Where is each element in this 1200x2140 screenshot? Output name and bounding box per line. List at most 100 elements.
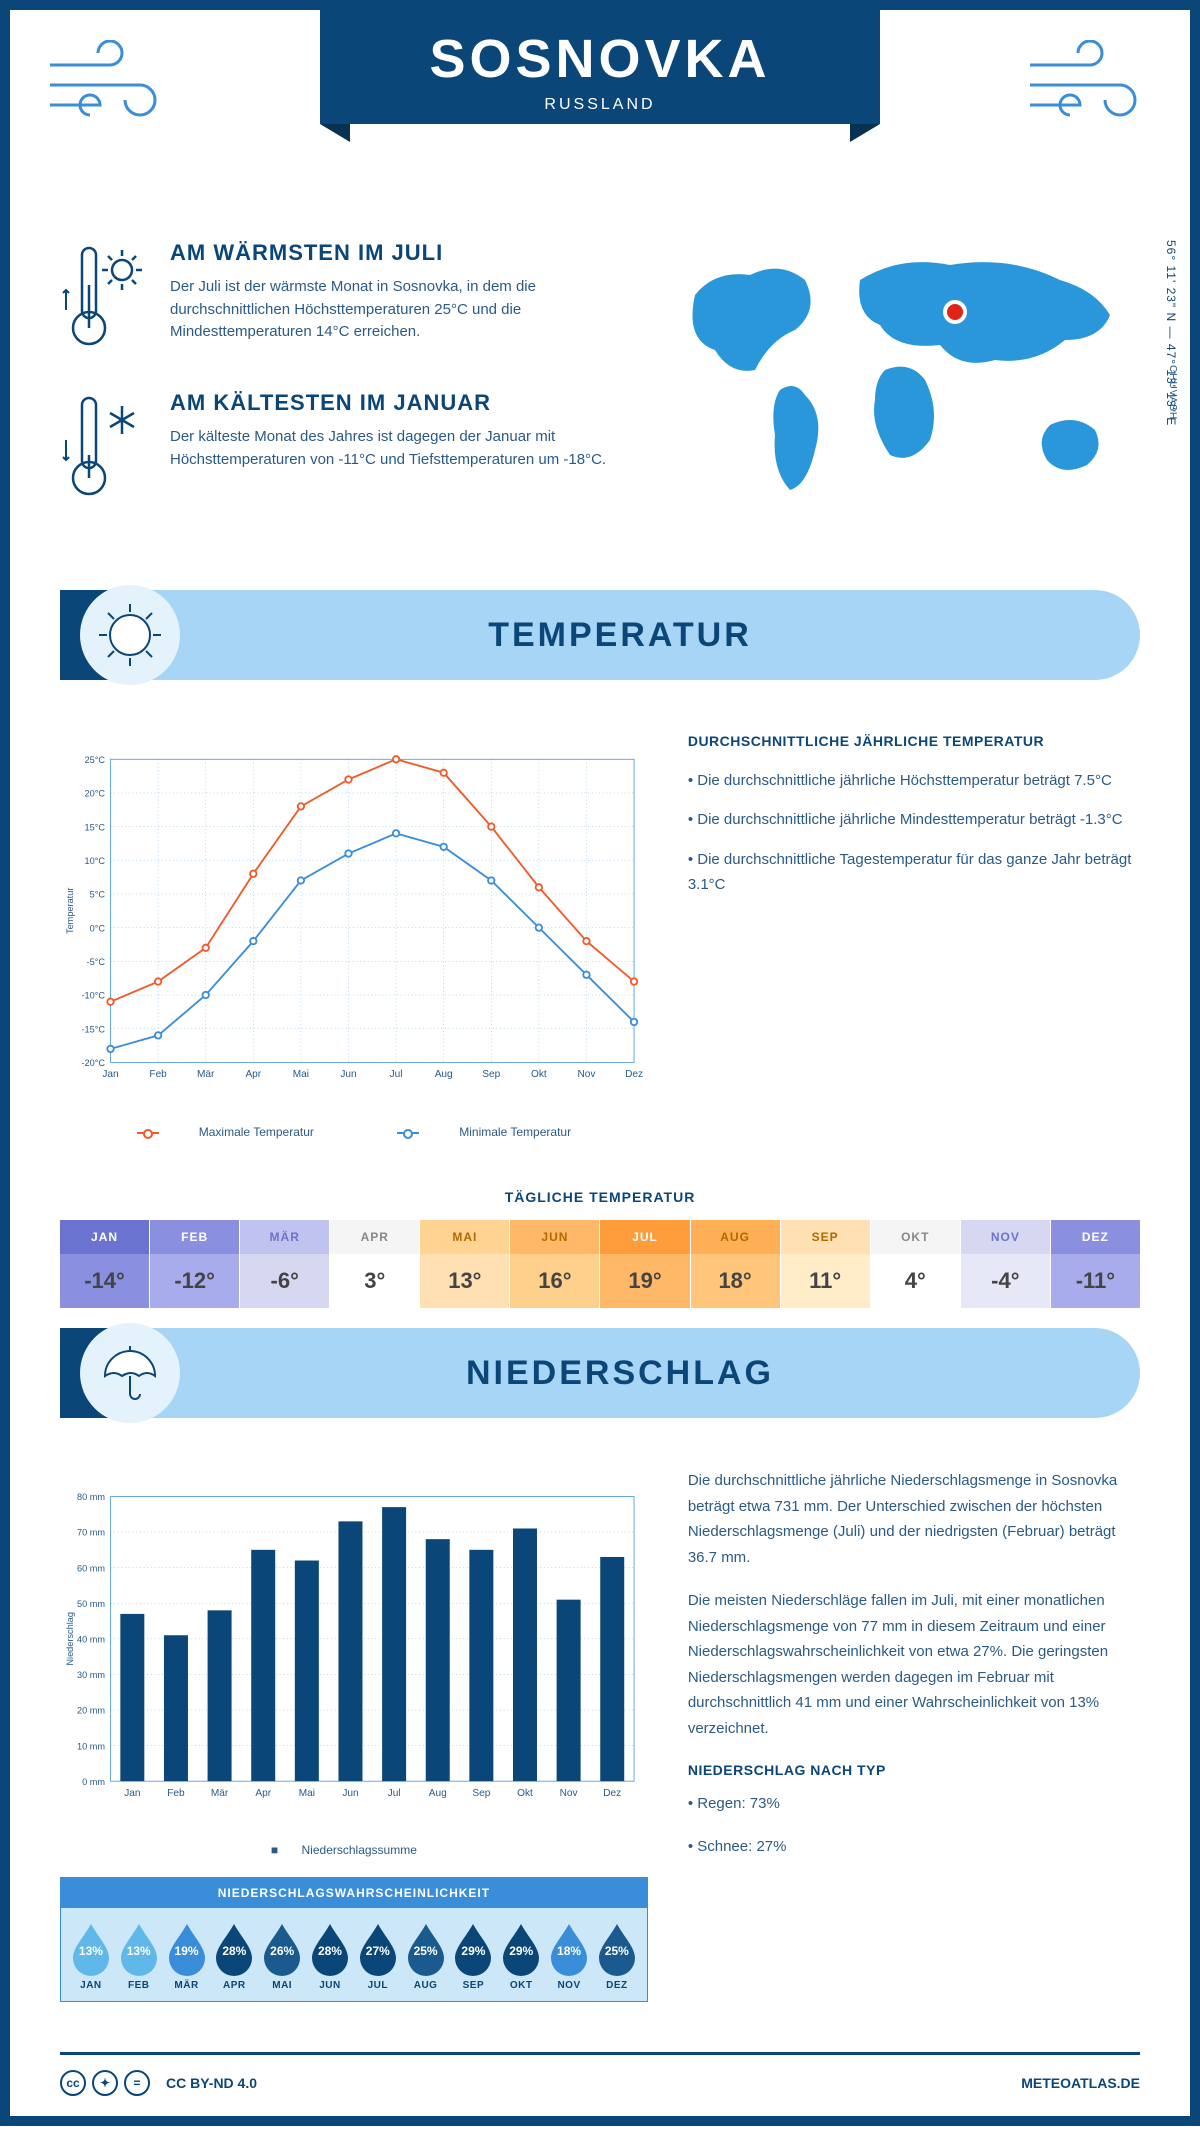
region-label: CHUVASH <box>1167 365 1178 420</box>
svg-text:70 mm: 70 mm <box>77 1528 105 1538</box>
daily-temp-title: TÄGLICHE TEMPERATUR <box>10 1189 1190 1205</box>
by-icon: ✦ <box>92 2070 118 2096</box>
prob-cell: 13%FEB <box>115 1920 163 1991</box>
city-name: SOSNOVKA <box>320 28 880 90</box>
site-label: METEOATLAS.DE <box>1021 2075 1140 2091</box>
daily-temp-cell: JUL19° <box>600 1220 690 1308</box>
svg-text:Okt: Okt <box>531 1069 547 1080</box>
svg-text:40 mm: 40 mm <box>77 1634 105 1644</box>
prob-cell: 26%MAI <box>258 1920 306 1991</box>
svg-text:Apr: Apr <box>255 1788 271 1799</box>
temp-note: • Die durchschnittliche jährliche Höchst… <box>688 768 1140 794</box>
umbrella-icon <box>80 1323 180 1423</box>
temperature-line-chart: -20°C-15°C-10°C-5°C0°C5°C10°C15°C20°C25°… <box>60 730 648 1110</box>
prob-cell: 29%SEP <box>450 1920 498 1991</box>
svg-text:Mai: Mai <box>293 1069 309 1080</box>
svg-text:Sep: Sep <box>482 1069 500 1080</box>
svg-text:25°C: 25°C <box>85 755 106 765</box>
svg-text:30 mm: 30 mm <box>77 1670 105 1680</box>
svg-text:Jan: Jan <box>124 1788 140 1799</box>
svg-text:-20°C: -20°C <box>81 1058 105 1068</box>
svg-text:Sep: Sep <box>472 1788 490 1799</box>
wind-icon <box>40 40 180 130</box>
daily-temp-cell: NOV-4° <box>961 1220 1051 1308</box>
sun-icon <box>80 585 180 685</box>
header: SOSNOVKA RUSSLAND <box>10 10 1190 180</box>
svg-text:Aug: Aug <box>429 1788 447 1799</box>
svg-text:10 mm: 10 mm <box>77 1741 105 1751</box>
temperature-heading: TEMPERATUR <box>180 616 1140 655</box>
svg-text:5°C: 5°C <box>90 890 106 900</box>
thermometer-sun-icon <box>60 240 150 355</box>
daily-temp-cell: AUG18° <box>691 1220 781 1308</box>
svg-text:Jul: Jul <box>390 1069 403 1080</box>
daily-temp-cell: MÄR-6° <box>240 1220 330 1308</box>
daily-temp-cell: JUN16° <box>510 1220 600 1308</box>
world-map: 56° 11' 23" N — 47° 13' 13" E CHUVASH <box>660 240 1140 540</box>
daily-temp-cell: MAI13° <box>420 1220 510 1308</box>
daily-temp-cell: FEB-12° <box>150 1220 240 1308</box>
warmest-title: AM WÄRMSTEN IM JULI <box>170 240 620 266</box>
svg-text:20°C: 20°C <box>85 789 106 799</box>
prob-cell: 13%JAN <box>67 1920 115 1991</box>
temp-note: • Die durchschnittliche Tagestemperatur … <box>688 847 1140 898</box>
precip-type-bullet: • Regen: 73% <box>688 1791 1140 1817</box>
svg-text:Feb: Feb <box>149 1069 167 1080</box>
precipitation-heading: NIEDERSCHLAG <box>180 1354 1140 1393</box>
daily-temp-cell: DEZ-11° <box>1051 1220 1140 1308</box>
svg-text:60 mm: 60 mm <box>77 1563 105 1573</box>
prob-cell: 27%JUL <box>354 1920 402 1991</box>
precip-type-heading: NIEDERSCHLAG NACH TYP <box>688 1759 1140 1783</box>
svg-text:Okt: Okt <box>517 1788 533 1799</box>
svg-text:0°C: 0°C <box>90 923 106 933</box>
prob-cell: 25%AUG <box>402 1920 450 1991</box>
svg-text:Mär: Mär <box>197 1069 215 1080</box>
temp-note: • Die durchschnittliche jährliche Mindes… <box>688 807 1140 833</box>
svg-text:Nov: Nov <box>560 1788 579 1799</box>
svg-text:Dez: Dez <box>625 1069 643 1080</box>
svg-text:Temperatur: Temperatur <box>65 888 75 934</box>
prob-cell: 25%DEZ <box>593 1920 641 1991</box>
footer: cc ✦ = CC BY-ND 4.0 METEOATLAS.DE <box>60 2052 1140 2096</box>
daily-temp-cell: APR3° <box>330 1220 420 1308</box>
daily-temp-cell: JAN-14° <box>60 1220 150 1308</box>
prob-cell: 28%JUN <box>306 1920 354 1991</box>
svg-text:10°C: 10°C <box>85 856 106 866</box>
nd-icon: = <box>124 2070 150 2096</box>
svg-text:Feb: Feb <box>167 1788 185 1799</box>
prob-cell: 19%MÄR <box>163 1920 211 1991</box>
warmest-text: Der Juli ist der wärmste Monat in Sosnov… <box>170 276 620 344</box>
svg-text:Jun: Jun <box>342 1788 358 1799</box>
precip-type-bullet: • Schnee: 27% <box>688 1834 1140 1860</box>
coldest-title: AM KÄLTESTEN IM JANUAR <box>170 390 620 416</box>
temperature-section-banner: TEMPERATUR <box>60 590 1140 680</box>
prob-cell: 18%NOV <box>545 1920 593 1991</box>
country-name: RUSSLAND <box>320 96 880 114</box>
svg-text:Aug: Aug <box>435 1069 453 1080</box>
svg-text:Jul: Jul <box>388 1788 401 1799</box>
svg-text:Nov: Nov <box>577 1069 596 1080</box>
precipitation-section-banner: NIEDERSCHLAG <box>60 1328 1140 1418</box>
svg-text:Mär: Mär <box>211 1788 229 1799</box>
title-banner: SOSNOVKA RUSSLAND <box>320 10 880 124</box>
svg-text:-15°C: -15°C <box>81 1024 105 1034</box>
svg-text:-5°C: -5°C <box>87 957 106 967</box>
svg-text:Niederschlag: Niederschlag <box>65 1612 75 1666</box>
svg-text:Jun: Jun <box>340 1069 356 1080</box>
precip-chart-legend: ■ Niederschlagssumme <box>60 1843 648 1857</box>
coldest-fact: AM KÄLTESTEN IM JANUAR Der kälteste Mona… <box>60 390 620 505</box>
svg-text:20 mm: 20 mm <box>77 1706 105 1716</box>
precipitation-probability-box: NIEDERSCHLAGSWAHRSCHEINLICHKEIT 13%JAN13… <box>60 1877 648 2002</box>
daily-temp-cell: SEP11° <box>781 1220 871 1308</box>
svg-text:Apr: Apr <box>245 1069 261 1080</box>
prob-cell: 29%OKT <box>497 1920 545 1991</box>
warmest-fact: AM WÄRMSTEN IM JULI Der Juli ist der wär… <box>60 240 620 355</box>
precip-paragraph: Die durchschnittliche jährliche Niedersc… <box>688 1468 1140 1570</box>
wind-icon <box>1020 40 1160 130</box>
svg-text:Mai: Mai <box>299 1788 315 1799</box>
temp-notes-heading: DURCHSCHNITTLICHE JÄHRLICHE TEMPERATUR <box>688 730 1140 754</box>
precipitation-bar-chart: 0 mm10 mm20 mm30 mm40 mm50 mm60 mm70 mm8… <box>60 1468 648 1828</box>
svg-text:Jan: Jan <box>102 1069 118 1080</box>
thermometer-snow-icon <box>60 390 150 505</box>
prob-cell: 28%APR <box>210 1920 258 1991</box>
